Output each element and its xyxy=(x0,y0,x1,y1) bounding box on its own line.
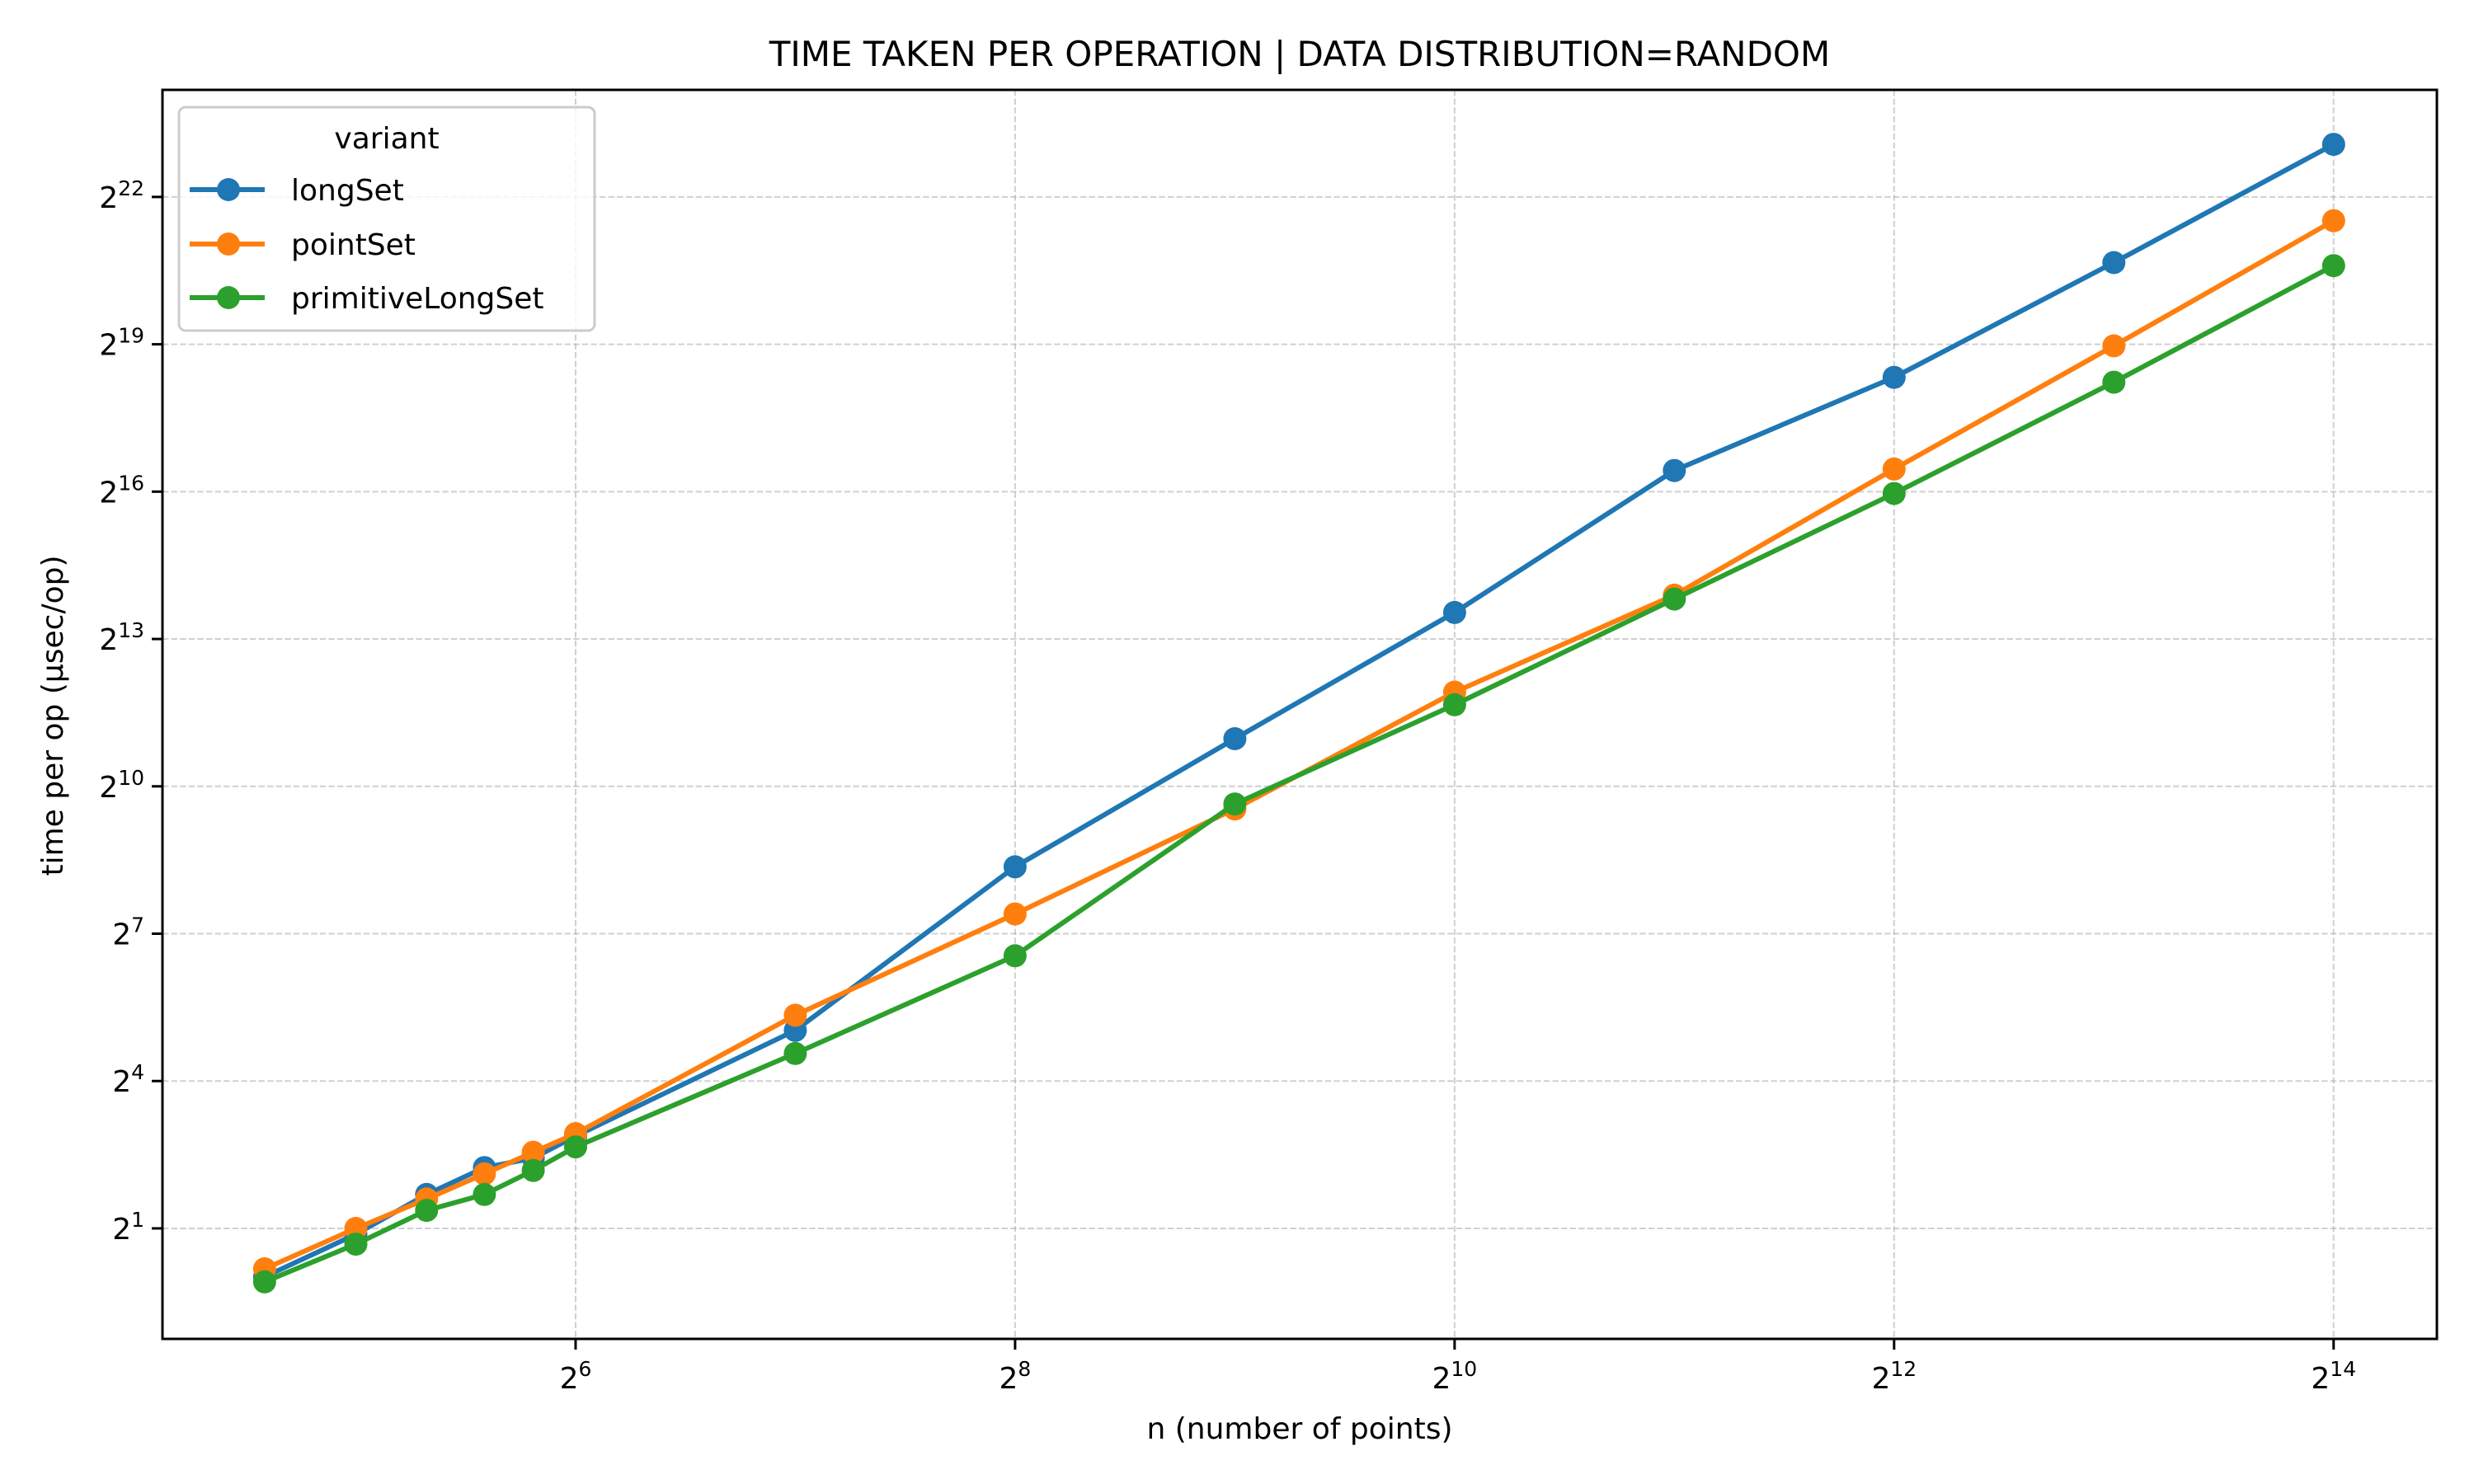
data-point-primitivelongset[interactable] xyxy=(473,1182,496,1206)
y-tick-exponent: 13 xyxy=(118,618,144,642)
y-tick-label: 222 xyxy=(99,176,144,215)
data-point-primitivelongset[interactable] xyxy=(252,1270,276,1294)
y-tick-label: 27 xyxy=(112,913,144,952)
data-point-pointset[interactable] xyxy=(521,1140,545,1164)
data-point-longset[interactable] xyxy=(1223,727,1247,750)
data-point-longset[interactable] xyxy=(2102,251,2126,275)
y-tick-base: 2 xyxy=(99,181,118,215)
data-point-pointset[interactable] xyxy=(2321,209,2345,232)
y-tick-label: 219 xyxy=(99,324,144,363)
data-point-pointset[interactable] xyxy=(1882,457,1906,481)
data-point-primitivelongset[interactable] xyxy=(415,1199,439,1223)
axes-frame xyxy=(161,88,2439,1341)
y-tick-exponent: 7 xyxy=(131,913,144,937)
legend-label-primitivelongset: primitiveLongSet xyxy=(291,282,544,316)
y-axis-label: time per op (µsec/op) xyxy=(36,555,70,876)
series-layer xyxy=(252,133,2345,1294)
y-tick-exponent: 16 xyxy=(118,471,144,495)
x-tick-label: 214 xyxy=(2311,1357,2356,1396)
series-primitivelongset xyxy=(252,254,2345,1294)
data-point-primitivelongset[interactable] xyxy=(2102,370,2126,394)
x-tick-exponent: 10 xyxy=(1451,1357,1477,1381)
y-tick-base: 2 xyxy=(99,329,118,363)
y-tick-exponent: 1 xyxy=(131,1208,144,1232)
data-point-longset[interactable] xyxy=(1003,855,1027,879)
legend-marker-longset xyxy=(217,178,240,201)
x-axis-ticks: 26 28 210 212 214 xyxy=(560,1339,2356,1396)
data-point-longset[interactable] xyxy=(1442,600,1466,624)
data-point-longset[interactable] xyxy=(2321,133,2345,157)
y-tick-base: 2 xyxy=(112,918,131,952)
data-point-primitivelongset[interactable] xyxy=(1442,693,1466,716)
data-point-primitivelongset[interactable] xyxy=(1223,792,1247,816)
y-tick-base: 2 xyxy=(112,1213,131,1247)
x-tick-exponent: 8 xyxy=(1018,1357,1031,1381)
y-tick-exponent: 10 xyxy=(118,766,144,790)
x-tick-exponent: 12 xyxy=(1890,1357,1917,1381)
y-tick-exponent: 22 xyxy=(118,176,144,200)
y-tick-label: 24 xyxy=(112,1060,144,1099)
legend: variant longSet pointSet primitiveLongSe… xyxy=(177,106,596,332)
legend-frame xyxy=(177,106,596,332)
legend-label-pointset: pointSet xyxy=(291,228,416,262)
y-tick-label: 213 xyxy=(99,618,144,657)
data-point-pointset[interactable] xyxy=(2102,334,2126,358)
data-point-primitivelongset[interactable] xyxy=(1882,481,1906,505)
data-point-primitivelongset[interactable] xyxy=(1003,944,1027,968)
x-tick-label: 212 xyxy=(1871,1357,1917,1396)
data-point-primitivelongset[interactable] xyxy=(564,1135,587,1159)
data-point-primitivelongset[interactable] xyxy=(783,1041,807,1065)
x-tick-exponent: 14 xyxy=(2330,1357,2356,1381)
data-point-primitivelongset[interactable] xyxy=(1663,587,1686,611)
y-tick-base: 2 xyxy=(99,623,118,657)
legend-marker-primitivelongset xyxy=(217,286,240,309)
data-point-primitivelongset[interactable] xyxy=(344,1233,368,1256)
y-tick-base: 2 xyxy=(112,1065,131,1099)
y-tick-base: 2 xyxy=(99,476,118,510)
x-axis-label: n (number of points) xyxy=(1146,1412,1452,1446)
x-tick-exponent: 6 xyxy=(578,1357,591,1381)
y-tick-label: 216 xyxy=(99,471,144,510)
y-tick-label: 210 xyxy=(99,766,144,805)
x-tick-label: 210 xyxy=(1432,1357,1478,1396)
legend-label-longset: longSet xyxy=(291,174,404,208)
chart-title: TIME TAKEN PER OPERATION | DATA DISTRIBU… xyxy=(769,34,1830,74)
legend-item-pointset[interactable]: pointSet xyxy=(190,228,416,262)
data-point-pointset[interactable] xyxy=(783,1003,807,1027)
x-tick-base: 2 xyxy=(1871,1362,1890,1396)
legend-title: variant xyxy=(334,122,439,156)
y-tick-exponent: 4 xyxy=(131,1060,144,1084)
data-point-primitivelongset[interactable] xyxy=(521,1158,545,1182)
x-tick-base: 2 xyxy=(2311,1362,2330,1396)
y-tick-exponent: 19 xyxy=(118,324,144,348)
y-tick-base: 2 xyxy=(99,771,118,805)
legend-marker-pointset xyxy=(217,232,240,256)
y-gridlines xyxy=(162,195,2437,1229)
x-tick-base: 2 xyxy=(1432,1362,1451,1396)
data-point-pointset[interactable] xyxy=(473,1162,496,1186)
legend-item-primitivelongset[interactable]: primitiveLongSet xyxy=(190,282,544,316)
x-tick-label: 26 xyxy=(560,1357,592,1396)
legend-item-longset[interactable]: longSet xyxy=(190,174,404,208)
y-tick-label: 21 xyxy=(112,1208,144,1247)
data-point-pointset[interactable] xyxy=(1003,902,1027,926)
x-tick-label: 28 xyxy=(999,1357,1032,1396)
data-point-longset[interactable] xyxy=(1882,365,1906,389)
x-tick-base: 2 xyxy=(999,1362,1018,1396)
data-point-primitivelongset[interactable] xyxy=(2321,254,2345,278)
data-point-longset[interactable] xyxy=(1663,458,1686,482)
x-tick-base: 2 xyxy=(560,1362,579,1396)
